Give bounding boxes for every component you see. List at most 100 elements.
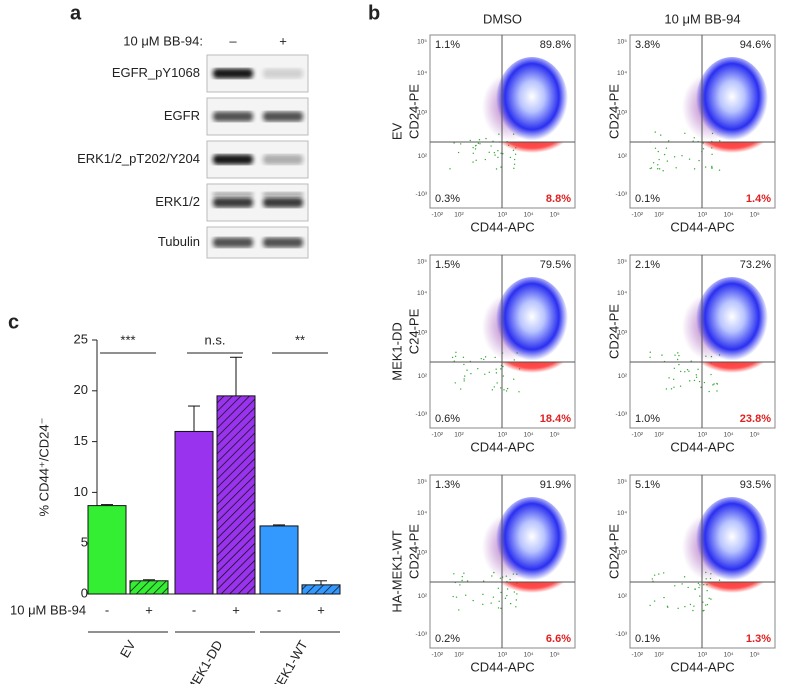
scatter-dot	[716, 390, 718, 392]
scatter-dot	[673, 386, 675, 389]
y-tick-label: 10⁵	[417, 259, 427, 266]
scatter-dot	[663, 153, 666, 156]
quadrant-pct: 93.5%	[740, 479, 771, 491]
lane-label: +	[279, 33, 287, 48]
y-tick-label: -10³	[615, 631, 627, 638]
treatment-sign: +	[145, 602, 153, 617]
cloud-blue	[696, 497, 768, 585]
y-tick-label: 10²	[618, 373, 628, 380]
bar	[301, 584, 341, 595]
flow-plot: 2.1% 73.2% 1.0% 23.8% -10² 10² 10³ 10⁴ 10⁵ -10³ 10…	[606, 254, 776, 454]
cloud-red	[496, 582, 568, 604]
x-tick-label: 10³	[498, 212, 508, 219]
scatter-dot	[492, 596, 495, 598]
scatter-dot	[463, 378, 465, 380]
scatter-dot	[660, 134, 662, 136]
x-tick-label: -10²	[631, 652, 643, 659]
scatter-dot	[686, 369, 689, 371]
y-tick-label: 10⁴	[417, 510, 427, 517]
scatter-dot	[483, 358, 485, 361]
scatter-dot	[668, 377, 670, 379]
scatter-dot	[654, 131, 657, 133]
treatment-sign: -	[192, 602, 196, 617]
y-axis-label: CD24-PE	[606, 304, 621, 359]
quadrant-pct: 0.2%	[435, 633, 460, 645]
scatter-dot	[693, 605, 695, 607]
blot-band	[213, 237, 253, 248]
y-tick-label: 25	[74, 331, 88, 346]
x-tick-label: 10²	[454, 432, 464, 439]
scatter-dot	[502, 375, 505, 377]
y-tick-label: 10³	[418, 330, 428, 337]
quadrant-pct: 0.1%	[635, 633, 660, 645]
scatter-dot	[698, 380, 701, 383]
scatter-dot	[706, 603, 709, 606]
x-tick-label: -10²	[431, 432, 443, 439]
scatter-dot	[667, 140, 670, 142]
blot-band	[213, 197, 253, 208]
quadrant-pct: 8.8%	[546, 193, 571, 205]
x-axis-label: CD44-APC	[470, 219, 534, 234]
scatter-dot	[653, 574, 656, 576]
y-tick-label: 10³	[418, 550, 428, 557]
scatter-dot	[488, 151, 490, 154]
scatter-dot	[708, 390, 710, 393]
scatter-dot	[695, 376, 698, 379]
scatter-dot	[472, 146, 474, 149]
scatter-dot	[679, 385, 682, 387]
quadrant-pct: 1.5%	[435, 259, 460, 271]
scatter-dot	[665, 388, 668, 390]
scatter-dot	[678, 363, 680, 366]
quadrant-pct: 0.1%	[635, 193, 660, 205]
scatter-dot	[482, 580, 485, 582]
scatter-dot	[665, 147, 668, 149]
y-tick-label: 10²	[418, 373, 428, 380]
y-tick-label: 10²	[418, 153, 428, 160]
scatter-dot	[676, 358, 679, 361]
scatter-dot	[474, 145, 477, 147]
scatter-dot	[651, 578, 654, 580]
y-tick-label: 10³	[618, 330, 628, 337]
x-tick-label: 10³	[698, 212, 708, 219]
x-tick-label: 10⁵	[550, 652, 560, 659]
scatter-dot	[472, 152, 474, 154]
treatment-label: 10 μM BB-94	[10, 602, 86, 617]
scatter-dot	[688, 158, 691, 160]
significance-label: ***	[120, 332, 135, 347]
scatter-dot	[484, 356, 487, 358]
scatter-dot	[496, 382, 498, 384]
scatter-dot	[474, 148, 477, 150]
scatter-dot	[493, 151, 496, 154]
quadrant-pct: 0.3%	[435, 193, 460, 205]
scatter-dot	[713, 383, 715, 385]
quadrant-pct: 2.1%	[635, 259, 660, 271]
scatter-dot	[711, 167, 713, 170]
scatter-dot	[454, 355, 457, 358]
quadrant-pct: 1.3%	[746, 633, 771, 645]
quadrant-pct: 1.3%	[435, 479, 460, 491]
lane-label: –	[229, 33, 237, 48]
blot-label: EGFR	[164, 108, 200, 123]
scatter-dot	[458, 609, 460, 611]
quadrant-pct: 1.0%	[635, 413, 660, 425]
flow-plot: 1.3% 91.9% 0.2% 6.6% -10² 10² 10³ 10⁴ 10⁵ -10³ 10²…	[406, 474, 576, 674]
scatter-dot	[463, 380, 465, 382]
scatter-dot	[678, 354, 680, 357]
scatter-dot	[454, 382, 456, 384]
x-tick-label: 10⁴	[524, 212, 534, 219]
x-tick-label: 10⁴	[524, 652, 534, 659]
blot-band	[263, 192, 303, 197]
scatter-dot	[702, 610, 704, 612]
y-tick-label: 10⁵	[617, 479, 627, 486]
cloud-blue	[496, 277, 568, 365]
blot-label: Tubulin	[158, 234, 200, 249]
y-tick-label: 10	[74, 484, 88, 499]
y-tick-label: 10⁵	[617, 39, 627, 46]
x-tick-label: 10²	[454, 652, 464, 659]
row-label: MEK1-DD	[389, 322, 404, 381]
bar	[174, 430, 214, 595]
y-tick-label: 0	[81, 585, 88, 600]
panel-label: b	[368, 2, 380, 24]
y-tick-label: 15	[74, 433, 88, 448]
cloud-red	[496, 362, 568, 384]
